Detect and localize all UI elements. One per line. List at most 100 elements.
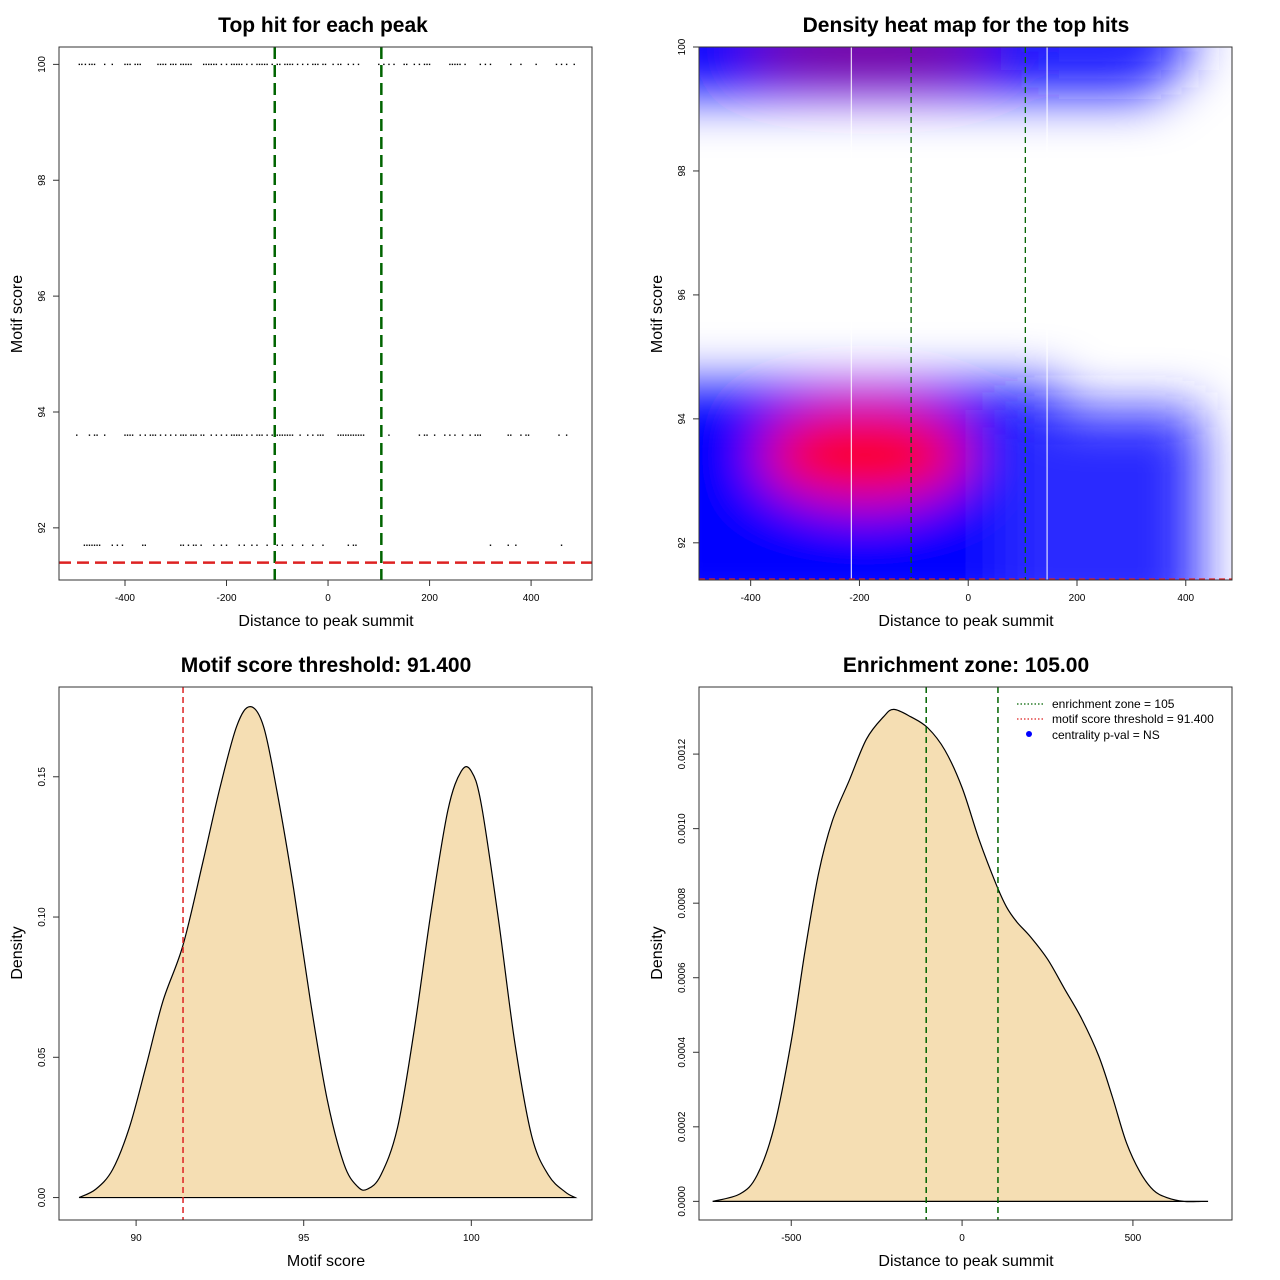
scatter-x-tick-label: -200 [217,593,237,604]
scatter-x-axis: -400 -200 0 200 400 [115,580,540,604]
scatter-point [200,544,202,546]
legend-centrality-dot [1026,731,1032,737]
scatter-point [124,63,126,66]
scatter-point [182,434,185,436]
scatter-point [96,434,98,436]
scatter-point [459,63,461,66]
scatter-point [96,544,98,546]
score-density-panel: Motif score threshold: 91.400 90 95 100 0.… [9,654,593,1270]
scatter-point [261,434,263,436]
distance-density-x-tick-label: 500 [1125,1233,1142,1244]
score-density-y-tick-label: 0.00 [37,1187,48,1207]
distance-density-y-tick-label: 0.0002 [677,1111,688,1142]
scatter-point [202,63,205,66]
scatter-point [202,434,205,436]
distance-density-curve [712,708,1209,1203]
scatter-point [235,63,238,66]
scatter-point [84,63,87,66]
scatter-point [169,63,172,66]
scatter-point [129,434,131,436]
heatmap-y-tick-label: 100 [677,38,688,55]
scatter-point [525,434,527,436]
scatter-point [357,434,360,436]
scatter-point [286,63,289,66]
heatmap-panel: Density heat map for the top hits -400 -2… [649,14,1233,630]
scatter-point [477,434,479,436]
scatter-point [251,63,253,66]
scatter-point [347,544,350,546]
distance-density-y-axis: 0.0000 0.0002 0.0004 0.0006 0.0008 0.0010 0.00… [677,738,699,1217]
scatter-point [266,63,268,66]
scatter-point [258,63,261,66]
distance-density-y-tick-label: 0.0010 [677,813,688,844]
scatter-point [403,63,405,66]
scatter-point [555,63,558,66]
scatter-point [111,544,113,546]
scatter-point [136,63,139,66]
scatter-point [451,63,454,66]
scatter-point [98,544,101,546]
scatter-point [157,63,159,66]
scatter-point [289,63,291,66]
scatter-point [213,544,215,546]
scatter-point [251,434,253,436]
heatmap-y-tick-label: 96 [677,289,688,301]
scatter-y-tick-label: 100 [37,56,48,73]
scatter-point [428,63,431,66]
scatter-point [291,63,294,66]
scatter-point [159,63,162,66]
scatter-point [388,63,390,66]
scatter-point [307,434,309,436]
scatter-point [281,544,284,546]
scatter-point [352,63,355,66]
scatter-x-tick-label: 400 [523,593,540,604]
scatter-point [126,63,129,66]
scatter-point [185,434,187,436]
scatter-point [314,63,317,66]
scatter-point [220,544,223,546]
scatter-point [319,434,322,436]
distance-density-x-tick-label: -500 [781,1233,801,1244]
scatter-point [233,434,235,436]
scatter-point [180,544,182,546]
distance-density-x-label: Distance to peak summit [878,1253,1054,1270]
score-density-x-tick-label: 90 [131,1233,143,1244]
scatter-point [93,544,96,546]
scatter-point [449,434,451,436]
scatter-point [352,544,355,546]
scatter-point [91,544,93,546]
scatter-point [565,434,568,436]
scatter-point [507,434,509,436]
scatter-point [215,63,218,66]
heatmap-top-right-band [1030,47,1190,70]
scatter-point [164,434,167,436]
scatter-point [164,63,167,66]
scatter-point [423,63,426,66]
scatter-point [301,63,304,66]
scatter-point [220,63,223,66]
scatter-point [121,544,124,546]
scatter-point [573,63,575,66]
heatmap-x-tick-label: 0 [965,593,971,604]
scatter-point [469,434,471,436]
scatter-point [322,544,324,546]
scatter-point [241,63,243,66]
scatter-point [185,63,187,66]
scatter-point [479,434,482,436]
scatter-points [76,63,575,546]
scatter-point [489,544,492,546]
score-density-plot-frame [58,686,593,1221]
scatter-y-axis: 92 94 96 98 100 [37,56,59,533]
scatter-point [345,434,347,436]
scatter-point [271,434,273,436]
scatter-point [215,434,218,436]
scatter-point [352,434,355,436]
scatter-point [103,63,106,66]
scatter-point [301,544,304,546]
scatter-point [449,63,451,66]
scatter-point [474,434,476,436]
scatter-point [76,434,78,436]
heatmap-y-tick-label: 92 [677,537,688,549]
scatter-point [350,434,352,436]
scatter-point [126,434,129,436]
